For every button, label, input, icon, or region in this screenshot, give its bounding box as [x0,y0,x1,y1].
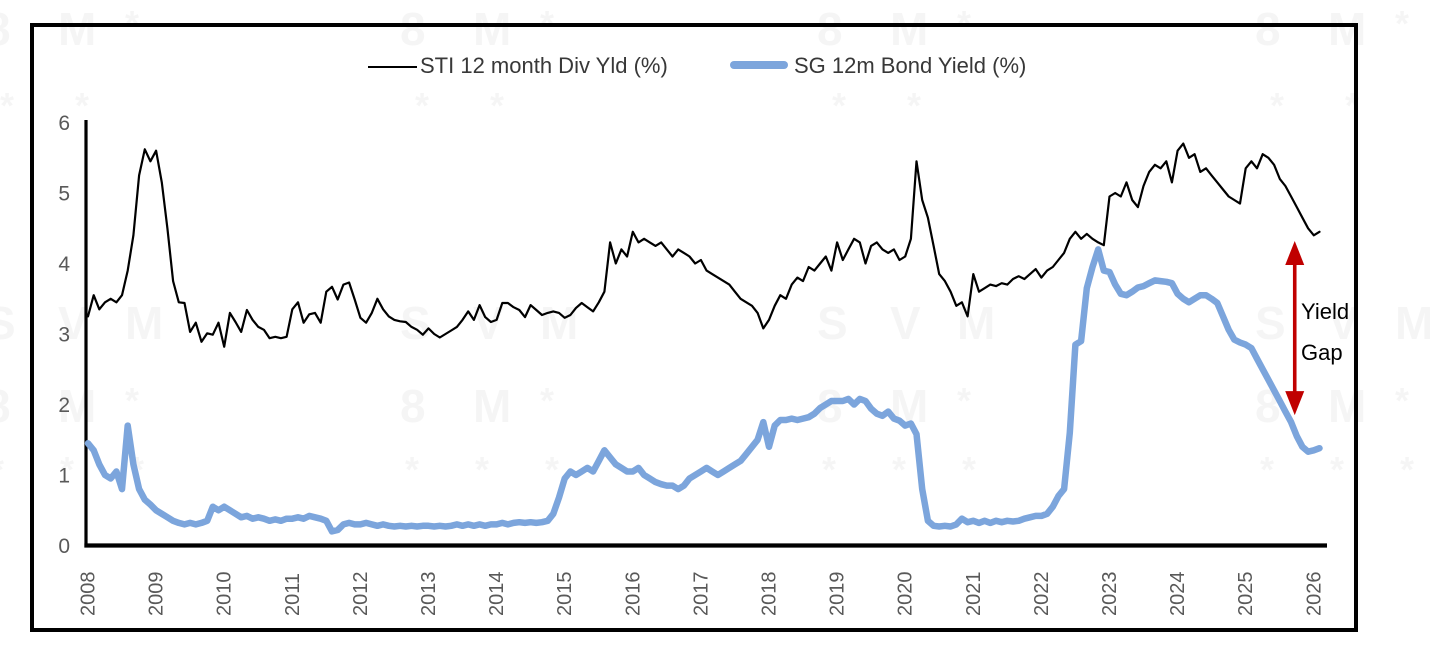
x-tick-label: 2008 [78,572,100,617]
x-tick-label: 2019 [827,572,849,617]
x-tick-label: 2018 [759,572,781,617]
yield-gap-annotation: Yield Gap [1301,291,1349,373]
x-tick-label: 2026 [1303,572,1325,617]
y-tick-label: 6 [58,112,70,135]
chart-frame [30,23,1358,632]
x-axis-tick-labels: 2008 2009 2010 2011 2012 2013 2014 2015 2016 2017… [78,571,1326,616]
yield-gap-line1: Yield [1301,299,1350,324]
sg-bond-yield-line [84,246,1323,535]
y-axis-tick-labels: 0 1 2 3 4 5 6 [58,112,70,558]
y-tick-label: 1 [58,465,70,488]
y-tick-label: 5 [58,183,70,206]
x-tick-label: 2010 [214,572,236,617]
x-tick-label: 2009 [146,572,168,617]
yield-gap-line2: Gap [1301,340,1343,365]
yield-gap-arrow-head-up [1285,240,1305,265]
legend-label-sti: STI 12 month Div Yld (%) [420,53,668,78]
legend-label-bond: SG 12m Bond Yield (%) [794,53,1027,78]
x-tick-label: 2023 [1099,572,1121,617]
x-tick-label: 2024 [1167,572,1189,617]
x-tick-label: 2021 [963,571,985,616]
y-tick-label: 4 [58,253,70,276]
legend-swatch-bond-line [730,61,788,69]
x-tick-label: 2013 [418,572,440,617]
yield-gap-arrow-head-down [1285,391,1305,416]
y-tick-label: 3 [58,324,70,347]
x-tick-label: 2022 [1031,572,1053,617]
x-tick-label: 2015 [554,572,576,617]
x-tick-label: 2025 [1235,572,1257,617]
x-tick-label: 2014 [486,572,508,617]
yield-gap-arrow [1285,240,1305,416]
x-tick-label: 2020 [895,572,917,617]
x-tick-label: 2016 [622,572,644,617]
axes [84,120,1327,548]
y-tick-label: 2 [58,394,70,417]
y-tick-label: 0 [58,535,70,558]
legend-swatch-sti-line [368,66,417,69]
sti-div-yield-line [86,142,1321,348]
series-lines [84,142,1323,535]
x-tick-label: 2012 [350,572,372,617]
x-tick-label: 2017 [690,572,712,617]
x-tick-label: 2011 [282,573,304,616]
